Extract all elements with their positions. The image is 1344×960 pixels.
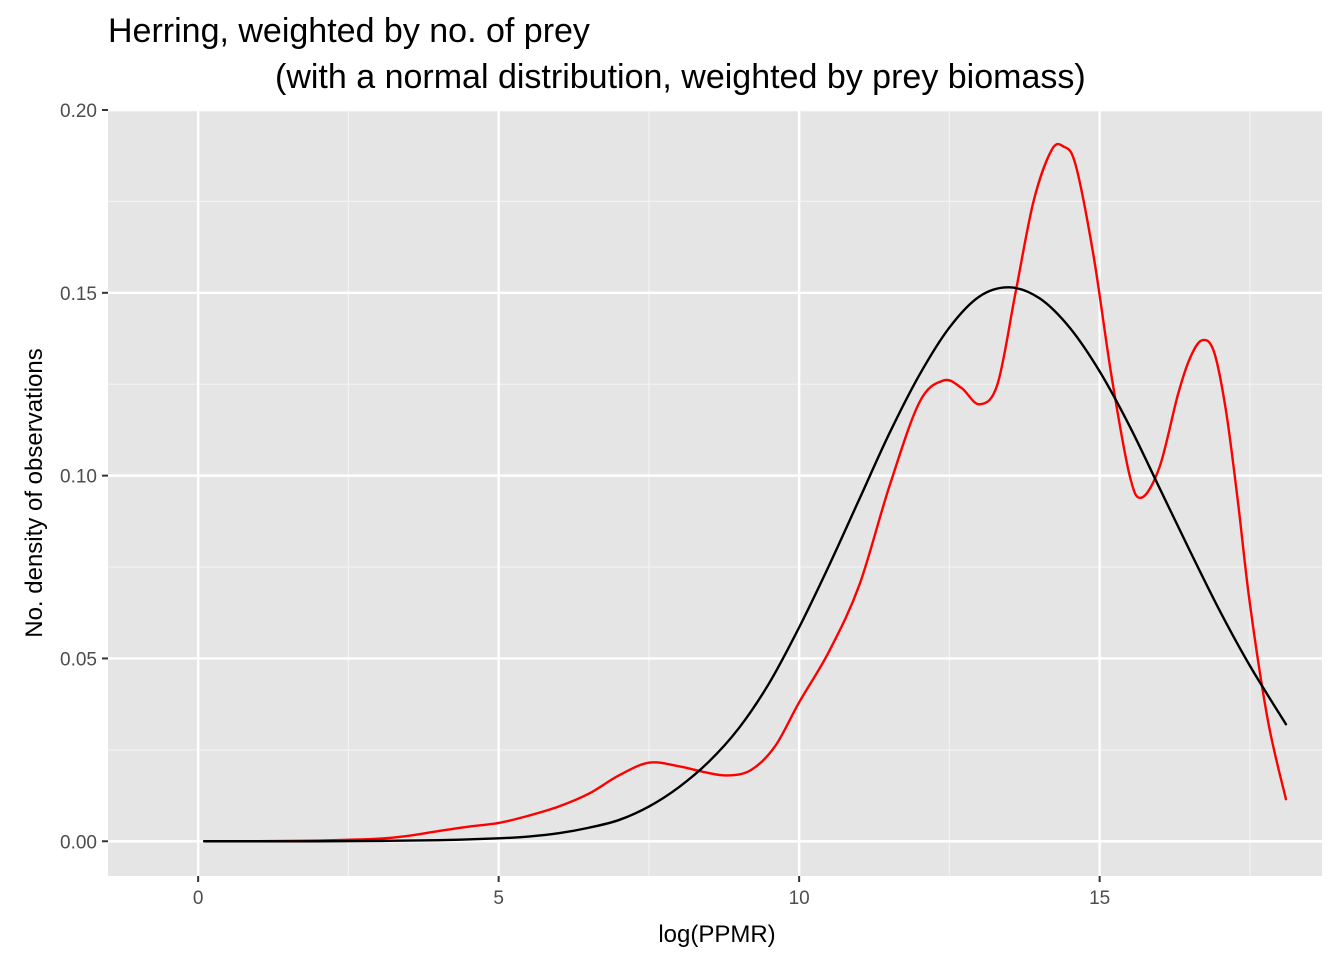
- plot-panel: [108, 110, 1322, 876]
- x-axis-title: log(PPMR): [658, 921, 775, 948]
- grid-minor: [108, 110, 1322, 876]
- y-tick-label: 0.15: [60, 284, 97, 305]
- y-tick-label: 0.00: [60, 832, 97, 853]
- series-line-normal-distribution: [202, 286, 1288, 843]
- series-layer: [202, 142, 1288, 843]
- x-tick-label: 10: [789, 888, 810, 909]
- y-tick-label: 0.10: [60, 467, 97, 488]
- y-axis: 0.00 0.05 0.10 0.15 0.20: [60, 101, 108, 853]
- series-line-kernel-density: [202, 142, 1288, 843]
- x-axis: 0 5 10 15: [193, 876, 1110, 909]
- x-tick-label: 5: [493, 888, 504, 909]
- y-tick-label: 0.20: [60, 101, 97, 122]
- y-tick-label: 0.05: [60, 649, 97, 670]
- chart-title: Herring, weighted by no. of prey: [108, 12, 590, 50]
- x-tick-label: 0: [193, 888, 204, 909]
- y-axis-title: No. density of observations: [21, 348, 48, 638]
- chart-subtitle: (with a normal distribution, weighted by…: [275, 58, 1086, 96]
- grid-major: [108, 108, 1322, 876]
- x-tick-label: 15: [1089, 888, 1110, 909]
